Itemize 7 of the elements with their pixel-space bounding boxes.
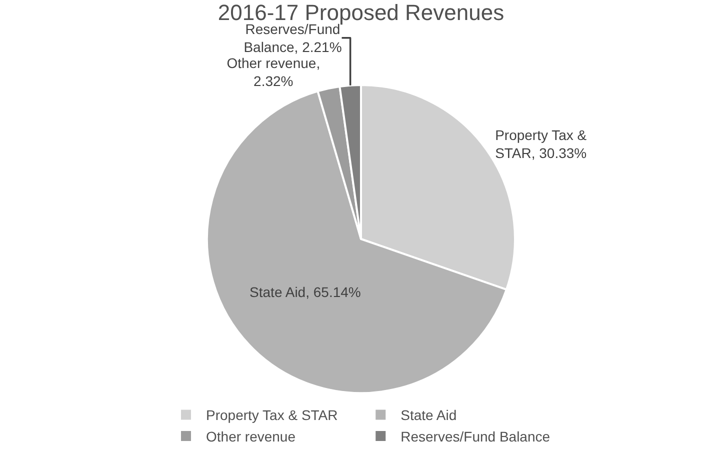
legend-label: Reserves/Fund Balance [400, 428, 550, 444]
data-label: Property Tax & STAR, 30.33% [495, 126, 588, 162]
legend-label: Other revenue [206, 428, 296, 444]
data-label: Other revenue, 2.32% [226, 54, 320, 90]
legend-label: Property Tax & STAR [206, 407, 338, 424]
data-label: State Aid, 65.14% [250, 284, 361, 300]
legend-label: State Aid [400, 407, 457, 424]
